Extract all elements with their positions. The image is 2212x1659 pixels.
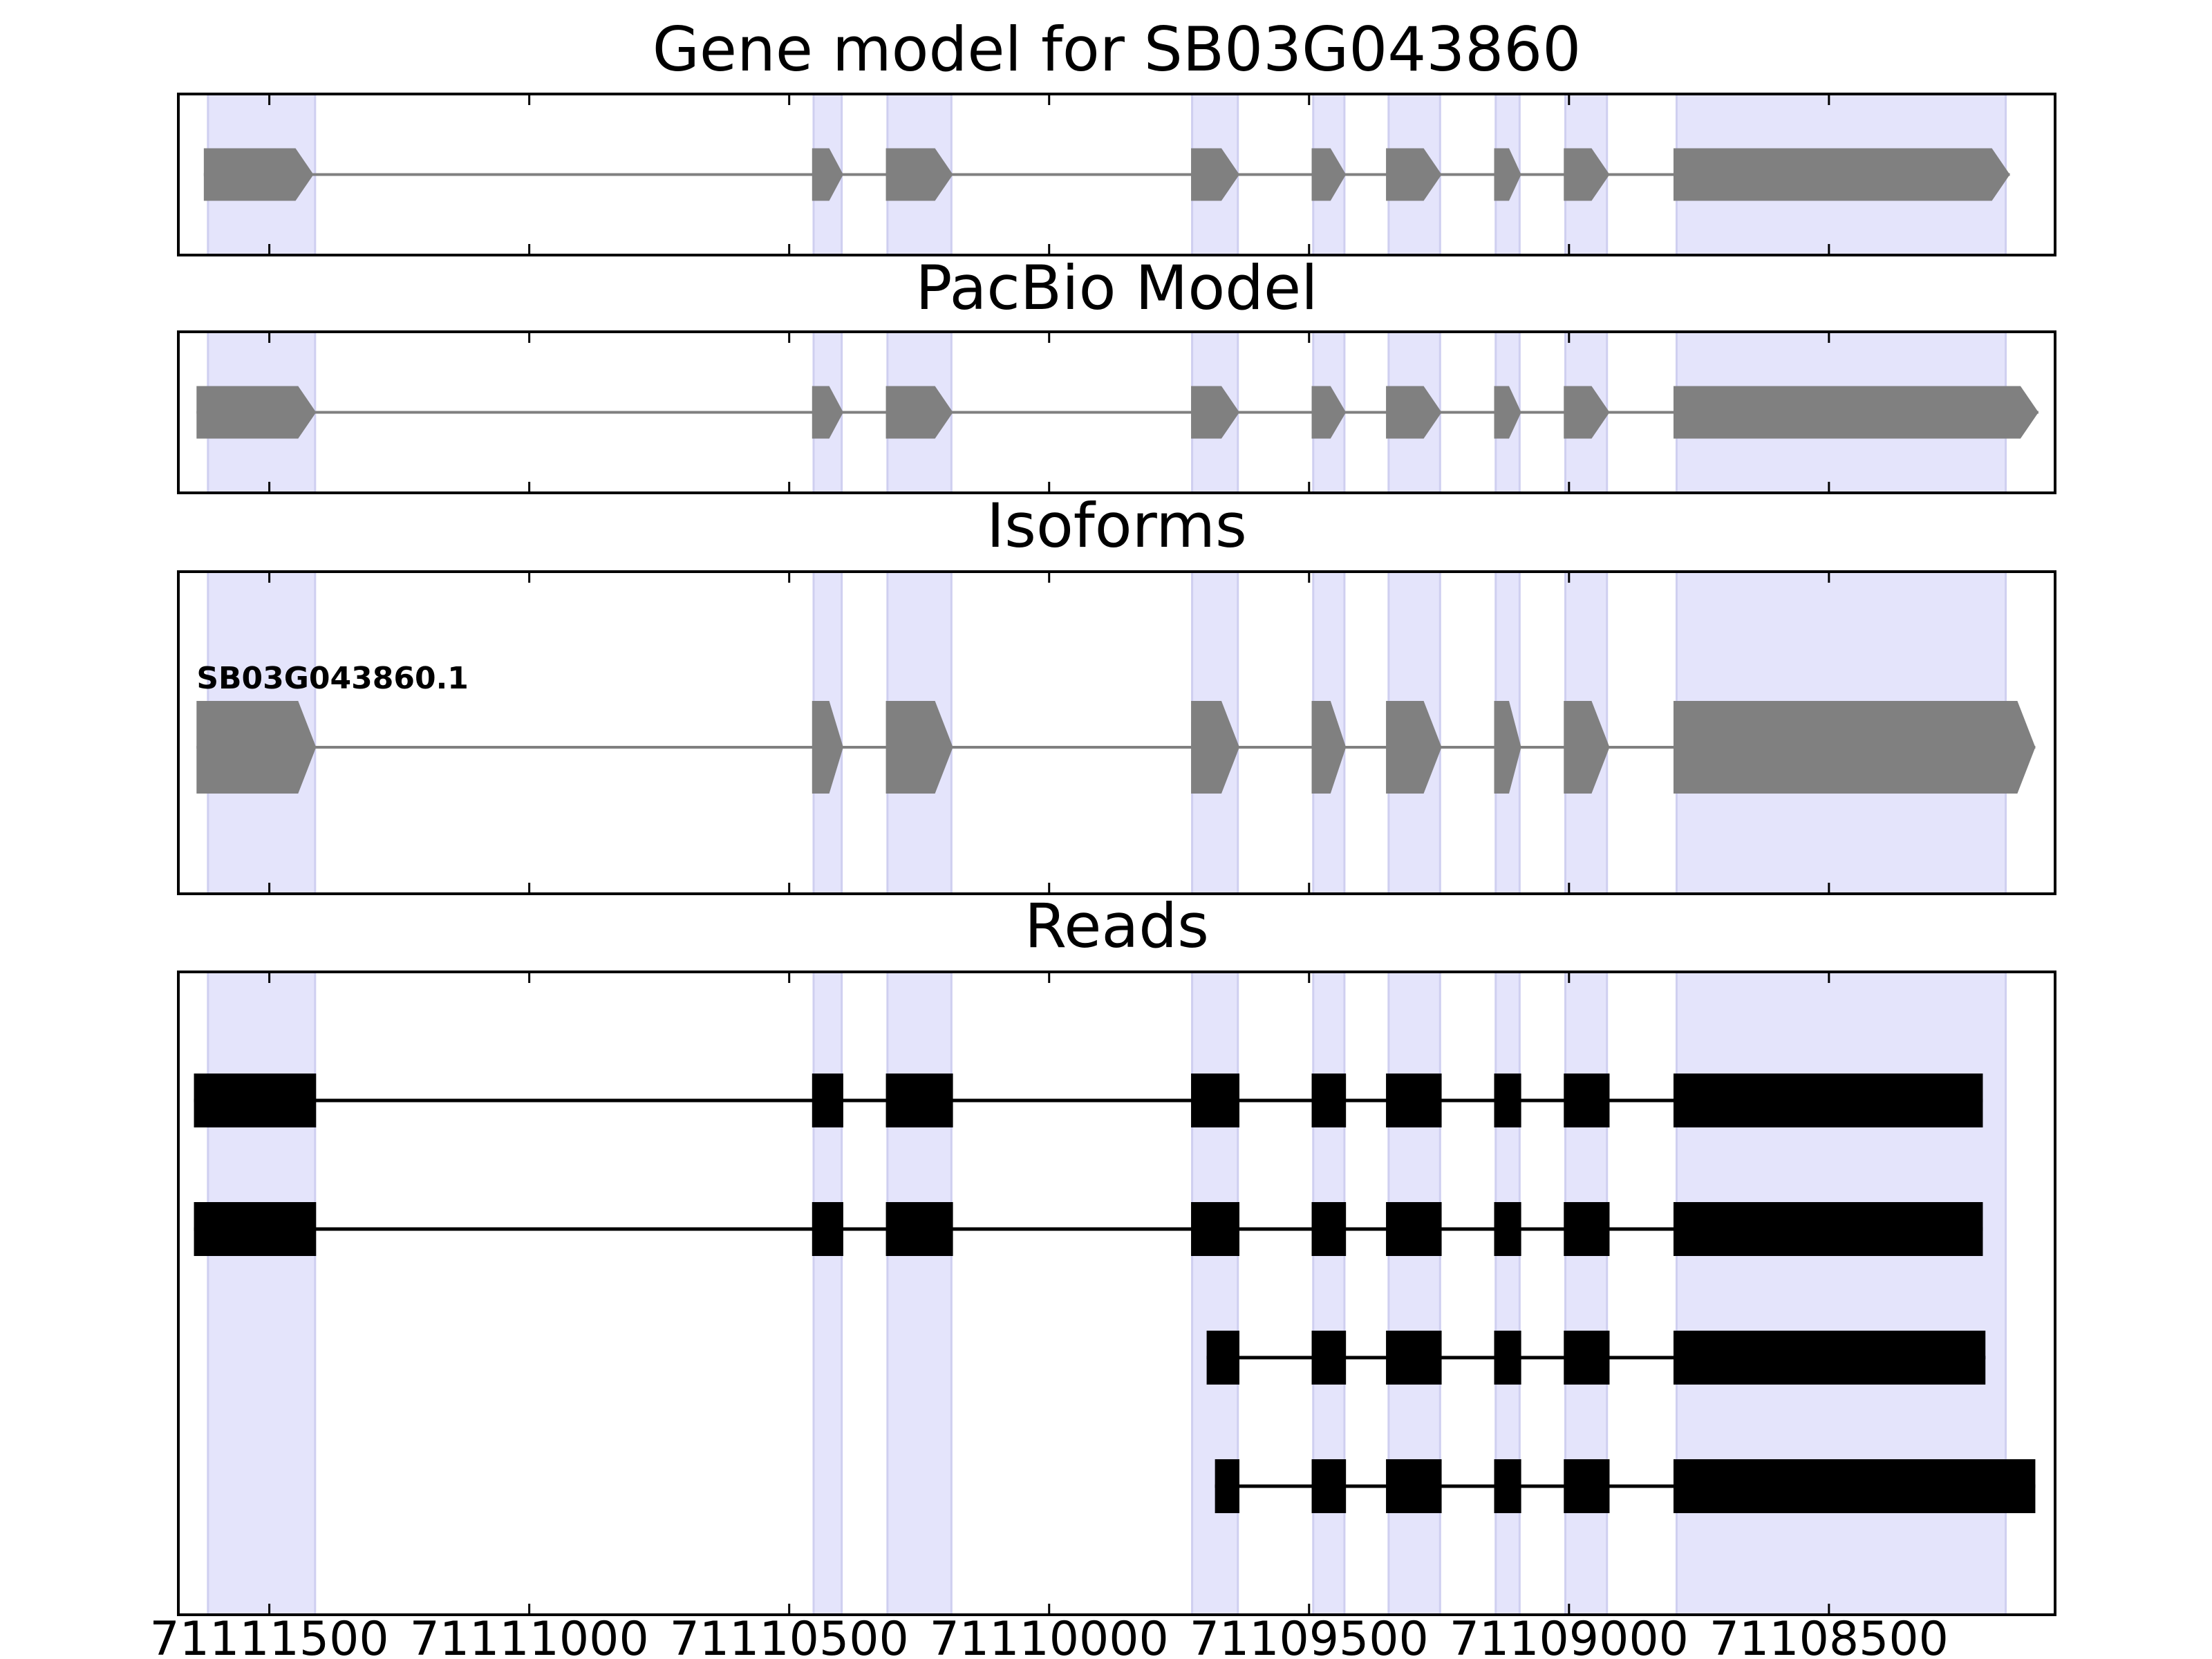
exon-arrow xyxy=(196,701,317,794)
panel-frame xyxy=(177,93,2056,256)
read-exon xyxy=(1311,1074,1347,1127)
exon-arrow xyxy=(1494,701,1521,794)
read-exon xyxy=(885,1074,953,1127)
x-tick-label: 71108500 xyxy=(1709,1612,1949,1659)
read-exon xyxy=(1673,1202,1983,1256)
exon-arrow xyxy=(1191,148,1239,201)
read-exon xyxy=(1386,1074,1442,1127)
x-tick-label: 71109000 xyxy=(1450,1612,1689,1659)
read-exon xyxy=(1673,1459,2036,1513)
highlight-region xyxy=(1191,971,1239,1616)
x-tick-label: 71111500 xyxy=(150,1612,389,1659)
highlight-region xyxy=(1564,971,1609,1616)
read-exon xyxy=(1191,1202,1239,1256)
exon-arrow xyxy=(812,386,843,439)
x-tick-label: 71109500 xyxy=(1190,1612,1429,1659)
exon-arrow xyxy=(1311,386,1347,439)
read-exon xyxy=(1564,1202,1610,1256)
read-exon xyxy=(1673,1074,1983,1127)
read-exon xyxy=(812,1202,843,1256)
exon-arrow xyxy=(812,701,843,794)
exon-arrow xyxy=(1386,386,1442,439)
panel-title: Reads xyxy=(1024,890,1209,962)
exon-arrow xyxy=(1564,701,1610,794)
panel: Gene model for SB03G043860 xyxy=(177,14,2056,256)
exon-arrow xyxy=(1191,701,1239,794)
read-exon xyxy=(1386,1459,1442,1513)
read-exon xyxy=(1564,1331,1610,1385)
read-exon xyxy=(1494,1202,1521,1256)
exon-arrow xyxy=(1311,148,1347,201)
x-tick-label: 71110000 xyxy=(930,1612,1169,1659)
exon-arrow xyxy=(1311,701,1347,794)
panel: PacBio Model xyxy=(177,252,2056,494)
panel: Isoforms SB03G043860.1 xyxy=(177,490,2056,895)
read-exon xyxy=(1494,1331,1521,1385)
exon-arrow xyxy=(1191,386,1239,439)
read-exon xyxy=(1494,1074,1521,1127)
exon-arrow xyxy=(196,386,317,439)
exon-arrow xyxy=(885,701,953,794)
exon-arrow xyxy=(1673,148,2010,201)
read-exon xyxy=(1311,1459,1347,1513)
highlight-region xyxy=(207,971,317,1616)
read-exon xyxy=(1215,1459,1239,1513)
exon-arrow xyxy=(1386,701,1442,794)
exon-arrow xyxy=(1673,701,2036,794)
read-exon xyxy=(885,1202,953,1256)
x-tick-label: 71110500 xyxy=(670,1612,909,1659)
panel-frame xyxy=(177,570,2056,895)
read-exon xyxy=(1311,1202,1347,1256)
panel-title: PacBio Model xyxy=(915,252,1318,324)
panel-frame xyxy=(177,330,2056,494)
panel-frame xyxy=(177,971,2056,1616)
highlight-region xyxy=(886,971,953,1616)
x-tick-label: 71111000 xyxy=(410,1612,649,1659)
read-exon xyxy=(1673,1331,1986,1385)
exon-arrow xyxy=(1494,148,1521,201)
highlight-region xyxy=(812,971,843,1616)
exon-arrow xyxy=(1564,386,1610,439)
panel-title: Isoforms xyxy=(986,490,1247,561)
highlight-region xyxy=(1494,971,1521,1616)
panel-title: Gene model for SB03G043860 xyxy=(653,14,1582,85)
read-exon xyxy=(1206,1331,1239,1385)
exon-arrow xyxy=(885,148,953,201)
exon-arrow xyxy=(812,148,843,201)
highlight-region xyxy=(1312,971,1346,1616)
read-exon xyxy=(1191,1074,1239,1127)
read-exon xyxy=(1386,1202,1442,1256)
exon-arrow xyxy=(885,386,953,439)
panel: Reads 71111500 71111000 71110500 71110000 711… xyxy=(150,890,2056,1659)
exon-arrow xyxy=(1564,148,1610,201)
read-exon xyxy=(194,1074,317,1127)
exon-arrow xyxy=(1673,386,2038,439)
exon-arrow xyxy=(203,148,314,201)
exon-arrow xyxy=(1494,386,1521,439)
exon-arrow xyxy=(1386,148,1442,201)
read-exon xyxy=(1311,1331,1347,1385)
highlight-region xyxy=(1387,971,1441,1616)
read-exon xyxy=(1564,1459,1610,1513)
feature-label: SB03G043860.1 xyxy=(196,661,469,696)
read-exon xyxy=(812,1074,843,1127)
read-exon xyxy=(194,1202,317,1256)
read-exon xyxy=(1564,1074,1610,1127)
highlight-region xyxy=(1675,971,2007,1616)
read-exon xyxy=(1494,1459,1521,1513)
read-exon xyxy=(1386,1331,1442,1385)
